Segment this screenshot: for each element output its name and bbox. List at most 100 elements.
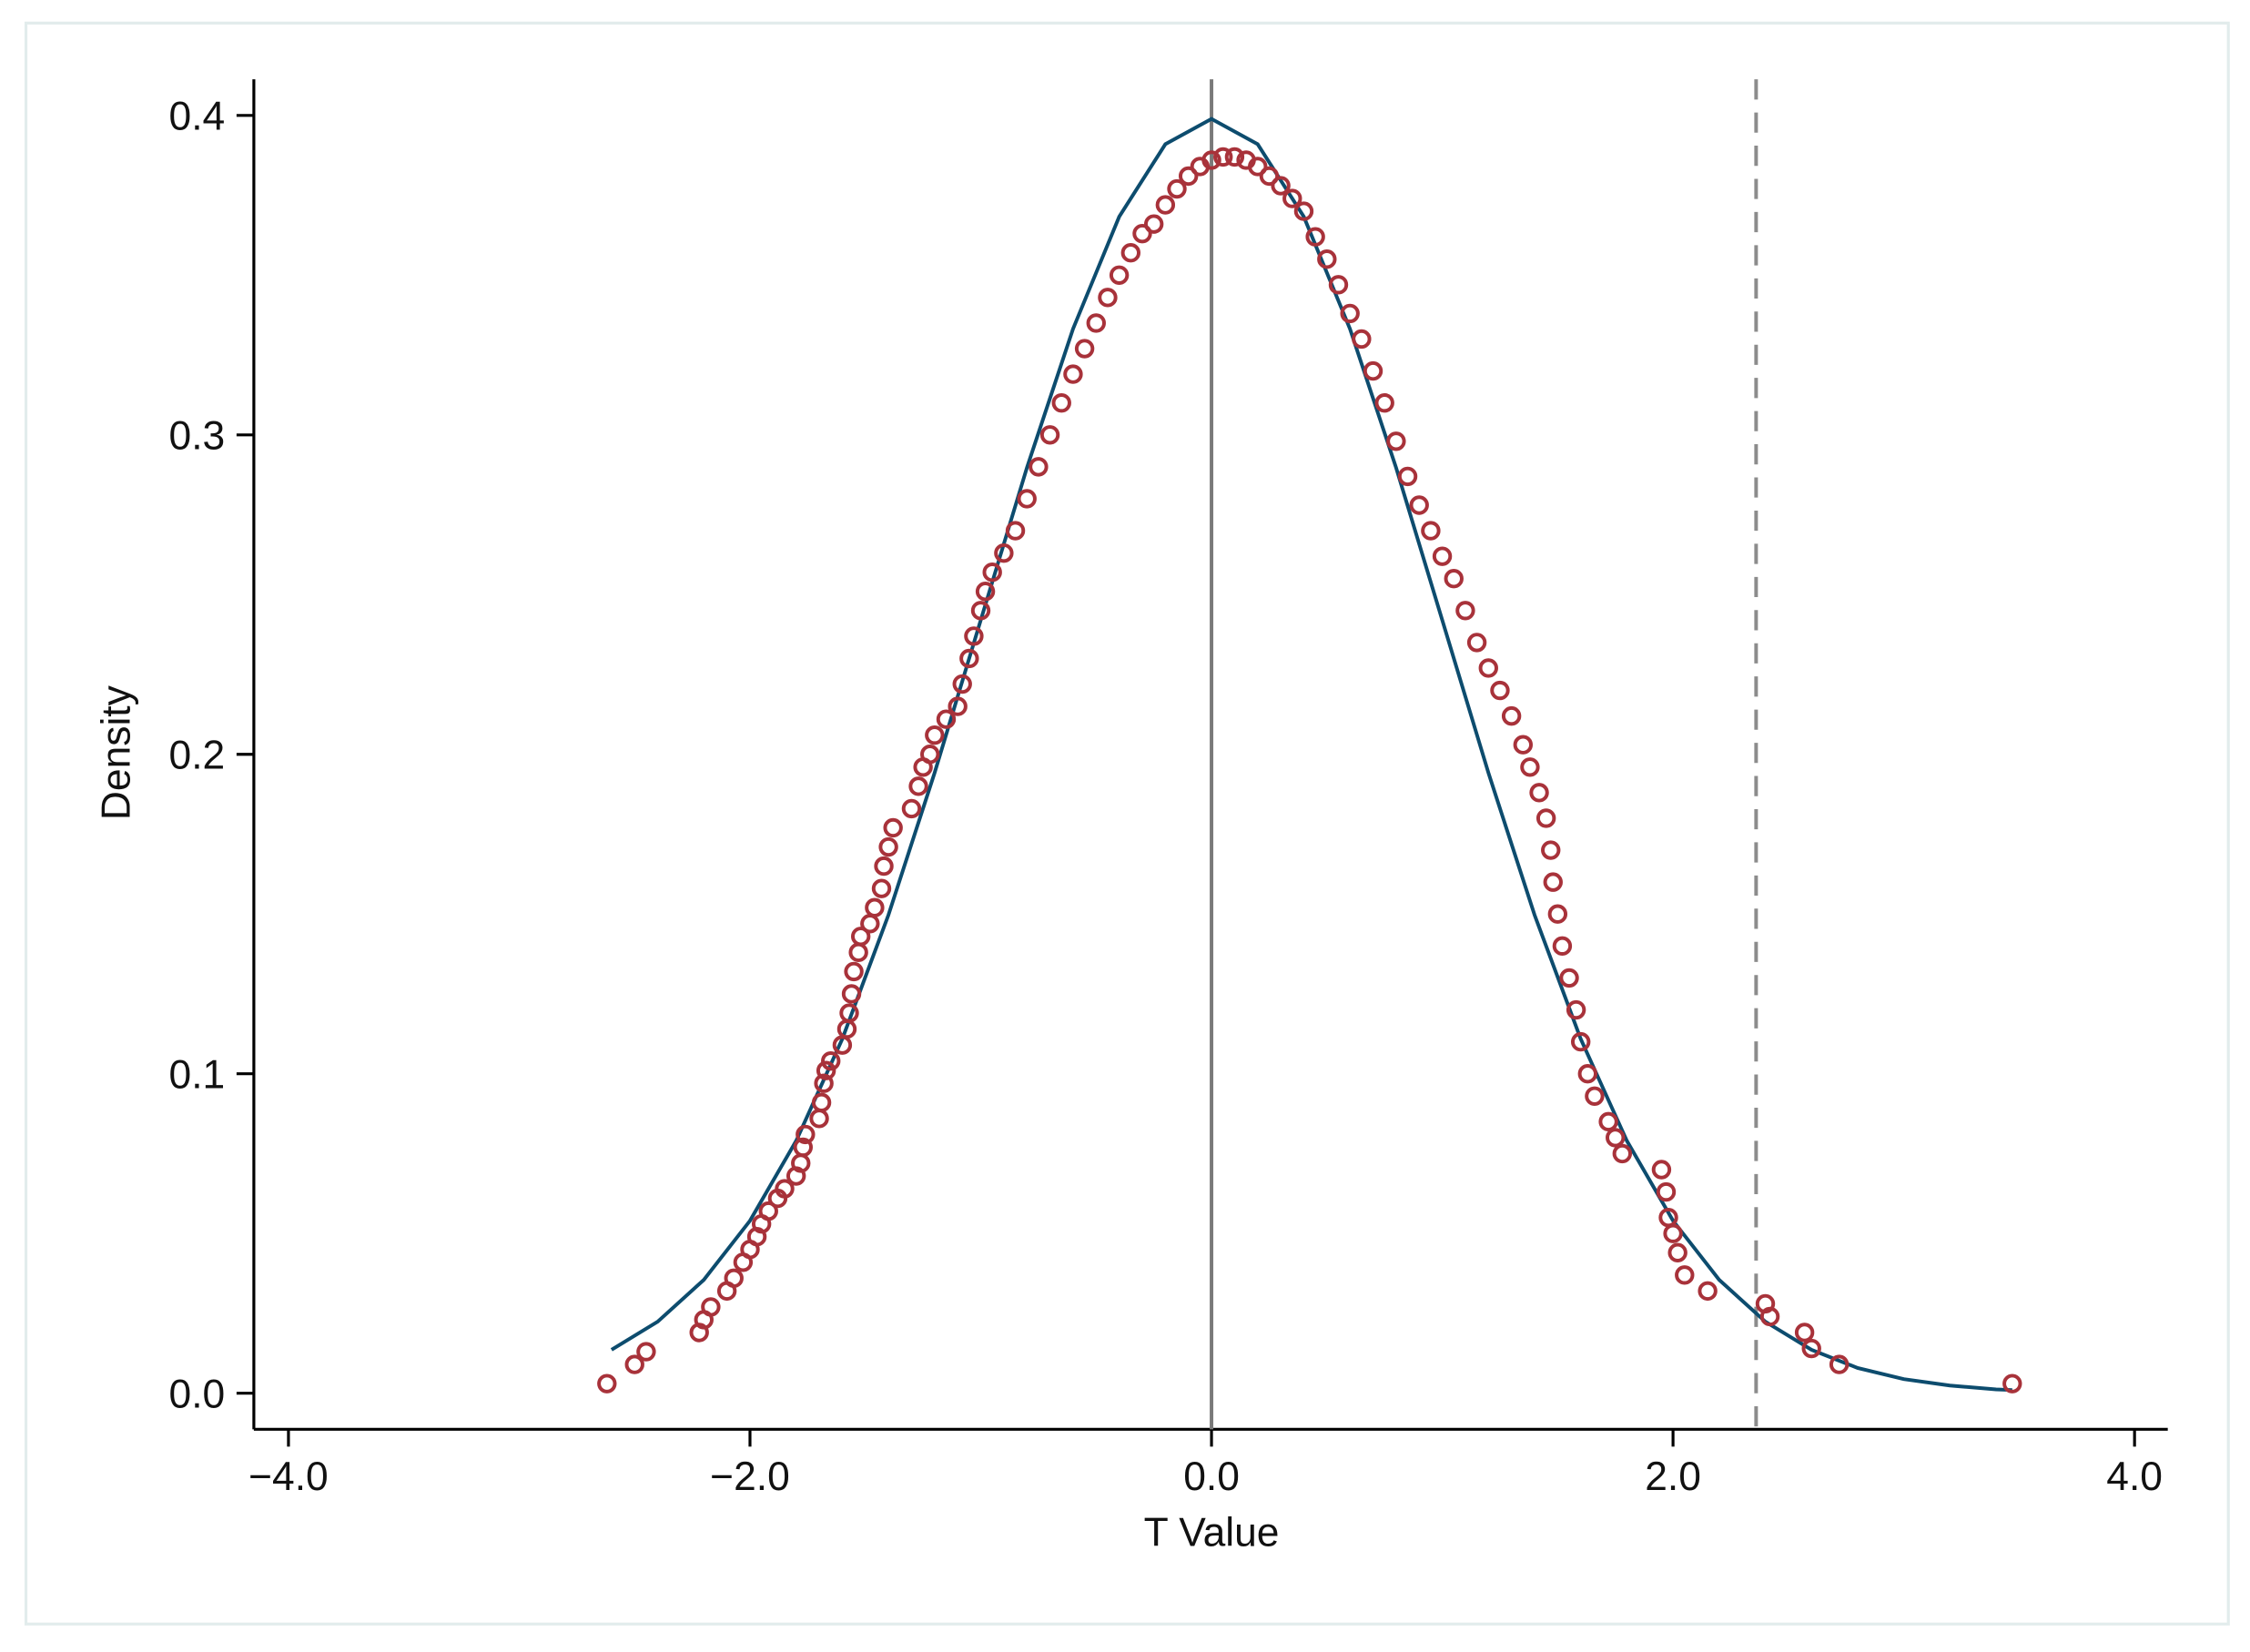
data-point (1829, 1354, 1850, 1374)
data-point (1167, 178, 1187, 199)
data-point (1017, 489, 1037, 509)
data-point (1547, 904, 1568, 924)
data-point (1520, 757, 1540, 777)
data-point (841, 984, 862, 1004)
y-tick-label: 0.1 (169, 1053, 226, 1098)
data-point (1667, 1242, 1688, 1262)
x-tick-label: −2.0 (710, 1454, 790, 1499)
data-point (936, 709, 957, 729)
data-point (850, 927, 871, 947)
data-point (1698, 1281, 1718, 1302)
data-point (865, 897, 885, 917)
data-point (883, 817, 903, 838)
data-point (1143, 214, 1164, 234)
data-point (908, 776, 928, 796)
data-point (1029, 457, 1049, 477)
data-point (1529, 783, 1549, 803)
data-point (1178, 166, 1199, 187)
plot-frame (24, 21, 2230, 1626)
data-point (796, 1124, 816, 1145)
data-point (1409, 495, 1429, 515)
data-point (920, 745, 940, 765)
data-point (624, 1354, 644, 1374)
data-point (1490, 680, 1510, 701)
data-point (816, 1060, 836, 1080)
x-axis-title: T Value (1144, 1511, 1280, 1556)
data-point (959, 648, 979, 669)
data-point (1340, 303, 1360, 324)
data-point (1478, 658, 1498, 678)
data-point (724, 1268, 744, 1289)
data-point (1213, 147, 1233, 167)
data-point (970, 601, 991, 621)
data-point (1363, 360, 1383, 381)
data-point (1801, 1338, 1821, 1359)
data-point (701, 1297, 721, 1317)
data-point (878, 836, 898, 857)
data-point (636, 1342, 656, 1362)
data-point (1663, 1223, 1683, 1243)
data-point (1577, 1064, 1597, 1084)
data-point (871, 878, 892, 898)
data-point (775, 1179, 795, 1199)
x-tick-label: −4.0 (248, 1454, 329, 1499)
data-point (821, 1050, 841, 1071)
data-point (1455, 601, 1475, 621)
data-point (1039, 425, 1060, 445)
data-point (1432, 546, 1453, 566)
data-point (839, 1003, 859, 1023)
data-point (811, 1092, 832, 1112)
y-tick-label: 0.0 (169, 1373, 226, 1417)
data-point (1005, 521, 1026, 541)
data-point (814, 1073, 834, 1093)
data-point (1271, 176, 1291, 196)
data-point (874, 856, 894, 877)
data-point (1063, 364, 1083, 384)
data-point (1248, 157, 1268, 177)
data-point (1374, 392, 1394, 413)
data-point (994, 542, 1014, 563)
data-point (1606, 1128, 1626, 1148)
data-point (1656, 1181, 1677, 1202)
data-point (1086, 313, 1106, 333)
data-point (793, 1137, 813, 1158)
data-point (948, 696, 968, 716)
data-point (1794, 1323, 1815, 1343)
data-point (1109, 265, 1130, 285)
data-point (1098, 288, 1118, 308)
data-point (952, 674, 972, 694)
data-point (1759, 1306, 1780, 1327)
data-point (901, 798, 922, 819)
data-point (1120, 243, 1141, 263)
y-tick-label: 0.3 (169, 414, 226, 459)
data-point (1466, 633, 1487, 653)
data-point (1612, 1143, 1633, 1164)
data-point (1051, 392, 1071, 413)
data-point (925, 725, 945, 745)
data-point (1397, 466, 1418, 487)
data-point (758, 1201, 778, 1221)
x-tick-label: 4.0 (2106, 1454, 2163, 1499)
data-point (844, 961, 864, 982)
data-point (1074, 339, 1095, 359)
data-point (1201, 150, 1221, 170)
data-point (1259, 166, 1280, 187)
data-point (1386, 431, 1406, 451)
data-point (1570, 1031, 1591, 1052)
data-point (1535, 808, 1556, 828)
data-point (1501, 705, 1522, 726)
data-point (1552, 936, 1573, 957)
data-point (1541, 840, 1561, 860)
data-point (1513, 735, 1534, 755)
x-tick-label: 0.0 (1183, 1454, 1240, 1499)
data-point (1585, 1086, 1605, 1106)
data-point (1598, 1111, 1618, 1132)
data-point (1293, 201, 1314, 221)
data-point (1675, 1265, 1695, 1285)
y-tick-label: 0.4 (169, 95, 226, 139)
data-point (1352, 329, 1372, 350)
data-point (1543, 872, 1563, 892)
x-tick-label: 2.0 (1645, 1454, 1701, 1499)
